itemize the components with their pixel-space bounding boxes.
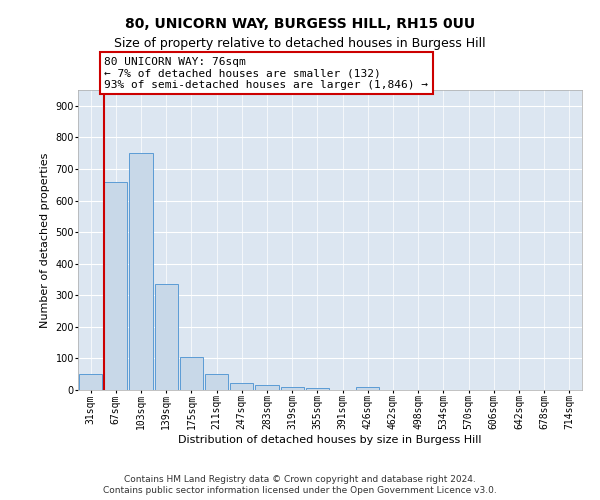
Bar <box>205 374 228 390</box>
Text: 80, UNICORN WAY, BURGESS HILL, RH15 0UU: 80, UNICORN WAY, BURGESS HILL, RH15 0UU <box>125 18 475 32</box>
Bar <box>356 387 379 390</box>
Y-axis label: Number of detached properties: Number of detached properties <box>40 152 50 328</box>
Bar <box>230 383 253 390</box>
Bar <box>79 374 102 390</box>
Bar <box>104 182 127 390</box>
Text: Contains HM Land Registry data © Crown copyright and database right 2024.: Contains HM Land Registry data © Crown c… <box>124 475 476 484</box>
Bar <box>281 387 304 390</box>
Bar <box>155 284 178 390</box>
Bar <box>306 388 329 390</box>
Bar <box>180 357 203 390</box>
Text: Contains public sector information licensed under the Open Government Licence v3: Contains public sector information licen… <box>103 486 497 495</box>
Text: Size of property relative to detached houses in Burgess Hill: Size of property relative to detached ho… <box>114 38 486 51</box>
Bar <box>130 153 152 390</box>
Text: 80 UNICORN WAY: 76sqm
← 7% of detached houses are smaller (132)
93% of semi-deta: 80 UNICORN WAY: 76sqm ← 7% of detached h… <box>104 57 428 90</box>
Bar <box>256 386 278 390</box>
X-axis label: Distribution of detached houses by size in Burgess Hill: Distribution of detached houses by size … <box>178 435 482 445</box>
